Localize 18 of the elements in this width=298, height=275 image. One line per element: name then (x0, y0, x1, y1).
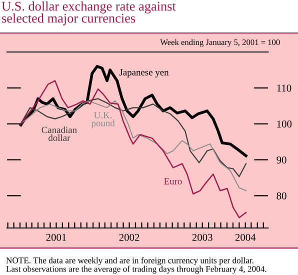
x-tick-label: 2002 (119, 234, 140, 241)
series-label: Japanese yen (119, 69, 169, 78)
chart-subtitle: Week ending January 5, 2001 = 100 (160, 39, 280, 47)
x-tick-label: 2001 (46, 234, 66, 241)
x-tick-label: 2004 (235, 234, 256, 241)
chart-title: U.S. dollar exchange rate against selected major currencies (2, 1, 176, 26)
series-label: U.K. pound (91, 112, 115, 128)
x-tick-label: 2003 (192, 234, 212, 241)
y-tick-label: 100 (277, 120, 292, 128)
series-label: Euro (164, 178, 182, 184)
line-series (20, 98, 247, 178)
y-tick-label: 80 (276, 192, 286, 200)
y-tick-label: 110 (277, 84, 292, 92)
line-series (20, 100, 246, 192)
line-series (20, 80, 247, 218)
y-tick-label: 90 (276, 156, 286, 164)
text: NOTE. The data are weekly and are in foreign currency units per dollar. Last observations are the average of trading days through February 4, 2004. (6, 257, 266, 274)
series-label: Canadian dollar (42, 126, 77, 142)
